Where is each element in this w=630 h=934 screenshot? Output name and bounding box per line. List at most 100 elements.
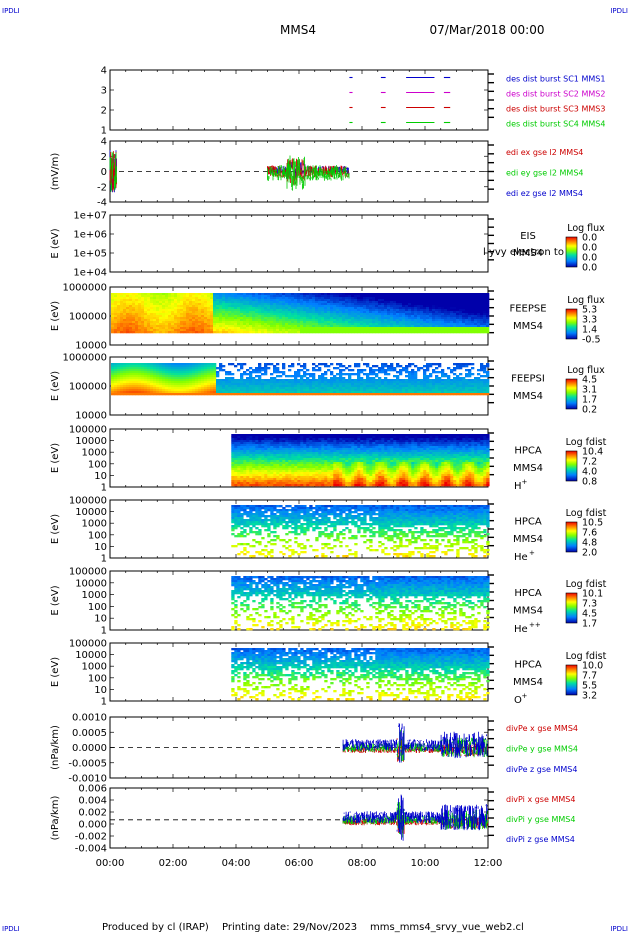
ytick-label: 10 — [94, 542, 107, 553]
colorbar-title: Log fdist — [566, 508, 607, 519]
instrument-label: HPCA — [514, 588, 542, 599]
colorbar-tick-label: 10.5 — [582, 518, 603, 529]
ytick-label: 100000 — [69, 382, 107, 393]
ytick-label: 100000 — [69, 425, 107, 436]
time-tick-label: 10:00 — [411, 858, 440, 869]
ytick-label: 100000 — [69, 496, 107, 507]
ytick-label: -0.002 — [75, 832, 107, 843]
instrument-label: HPCA — [514, 659, 542, 670]
spectrogram-cells — [231, 576, 490, 631]
ion-label: He — [514, 624, 528, 635]
footer-script-name: mms_mms4_srvy_vue_web2.cl — [370, 922, 524, 933]
ytick-label: 10000 — [75, 650, 107, 661]
series-trace — [342, 794, 488, 841]
legend-entry: edi ex gse l2 MMS4 — [506, 148, 583, 157]
corner-label-top-right: IPDLI — [610, 7, 628, 15]
ytick-label: 1 — [101, 126, 107, 137]
instrument-label: FEEPSI — [511, 373, 545, 384]
colorbar-tick-label: 1.7 — [582, 395, 597, 406]
ytick-label: 0.0010 — [72, 713, 107, 724]
colorbar-tick-label: -0.5 — [582, 335, 601, 346]
footer-printing-date: Printing date: 29/Nov/2023 — [222, 922, 357, 933]
footer-produced-by: Produced by cl (IRAP) — [102, 922, 209, 933]
ytick-label: 10000 — [75, 411, 107, 422]
time-axis: 00:00 02:00 04:00 06:00 08:00 10:00 12:00 — [96, 858, 503, 869]
corner-label-bottom-left: IPDLI — [2, 925, 20, 933]
ion-charge: + — [522, 478, 528, 486]
colorbar-title: Log fdist — [566, 437, 607, 448]
ytick-label: 10 — [94, 614, 107, 625]
ytick-label: 10000 — [75, 578, 107, 589]
ytick-label: -0.0005 — [68, 758, 107, 769]
colorbar — [565, 592, 578, 624]
colorbar-tick-label: 1.7 — [582, 619, 597, 630]
colorbar-tick-label: 3.3 — [582, 315, 597, 326]
ytick-label: 10000 — [75, 436, 107, 447]
ytick-label: 1000 — [82, 662, 107, 673]
spacecraft-label: MMS4 — [513, 534, 543, 545]
ytick-label: 2 — [101, 106, 107, 117]
colorbar-tick-label: 10.1 — [582, 589, 603, 600]
colorbar-tick-label: 7.3 — [582, 599, 597, 610]
instrument-label: FEEPSE — [509, 303, 546, 314]
header-spacecraft: MMS4 — [280, 23, 316, 37]
y-axis-label: E (eV) — [50, 585, 61, 615]
y-axis-label: (nPa/km) — [50, 796, 61, 841]
ion-charge: ++ — [529, 621, 541, 629]
colorbar — [565, 664, 578, 696]
corner-label-top-left: IPDLI — [2, 7, 20, 15]
y-axis-label: E (eV) — [50, 514, 61, 544]
colorbar-title: Log flux — [567, 223, 605, 234]
colorbar-tick-label: 0.0 — [582, 233, 597, 244]
y-axis-label: (nPa/km) — [50, 725, 61, 770]
legend-entry: des dist burst SC2 MMS2 — [506, 90, 605, 99]
ytick-label: 10 — [94, 685, 107, 696]
ytick-label: 1000 — [82, 590, 107, 601]
spacecraft-label: MMS4 — [513, 391, 543, 402]
ytick-label: -0.0010 — [68, 774, 107, 785]
colorbar — [565, 450, 578, 482]
colorbar-tick-label: 4.5 — [582, 375, 597, 386]
time-tick-label: 08:00 — [348, 858, 377, 869]
spectrogram-cells — [111, 363, 490, 396]
ytick-label: 0.0005 — [72, 728, 107, 739]
y-axis-label: E (eV) — [50, 371, 61, 401]
instrument-label: HPCA — [514, 516, 542, 527]
legend-entry: divPi y gse MMS4 — [506, 815, 575, 824]
ytick-label: 1e+06 — [73, 230, 107, 241]
ytick-label: 1e+07 — [73, 211, 107, 222]
colorbar-tick-label: 3.1 — [582, 385, 597, 396]
colorbar-tick-label: 10.4 — [582, 447, 603, 458]
ytick-label: 2 — [101, 152, 107, 163]
ytick-label: 100 — [88, 602, 107, 613]
spectrogram-cells — [231, 434, 490, 487]
time-tick-label: 06:00 — [285, 858, 314, 869]
spectrogram-cells — [111, 293, 490, 334]
ytick-label: 0 — [101, 167, 107, 178]
colorbar-tick-label: 5.3 — [582, 305, 597, 316]
colorbar-tick-label: 7.6 — [582, 528, 597, 539]
time-tick-label: 04:00 — [222, 858, 251, 869]
colorbar-tick-label: 0.2 — [582, 405, 597, 416]
colorbar-tick-label: 3.2 — [582, 691, 597, 702]
ion-label: He — [514, 552, 528, 563]
legend-entry: divPi x gse MMS4 — [506, 795, 575, 804]
colorbar-tick-label: 0.0 — [582, 253, 597, 264]
ytick-label: 10000 — [75, 507, 107, 518]
panels-group: 4 3 2 1 des dist burst SC1 MMS1 des dist burs… — [50, 66, 607, 855]
panel-frame — [109, 214, 489, 273]
legend-entry: divPe x gse MMS4 — [506, 724, 578, 733]
ytick-label: 1000 — [82, 448, 107, 459]
ytick-label: 100000 — [69, 312, 107, 323]
colorbar-tick-label: 7.2 — [582, 457, 597, 468]
spacecraft-label: MMS4 — [513, 321, 543, 332]
colorbar-tick-label: 7.7 — [582, 671, 597, 682]
ytick-label: 1 — [101, 626, 107, 637]
time-tick-label: 00:00 — [96, 858, 125, 869]
ytick-label: 1000000 — [62, 283, 107, 294]
colorbar-tick-label: 1.4 — [582, 325, 597, 336]
ion-label: H — [514, 481, 522, 492]
y-axis-label: E (eV) — [50, 301, 61, 331]
time-tick-label: 12:00 — [474, 858, 503, 869]
